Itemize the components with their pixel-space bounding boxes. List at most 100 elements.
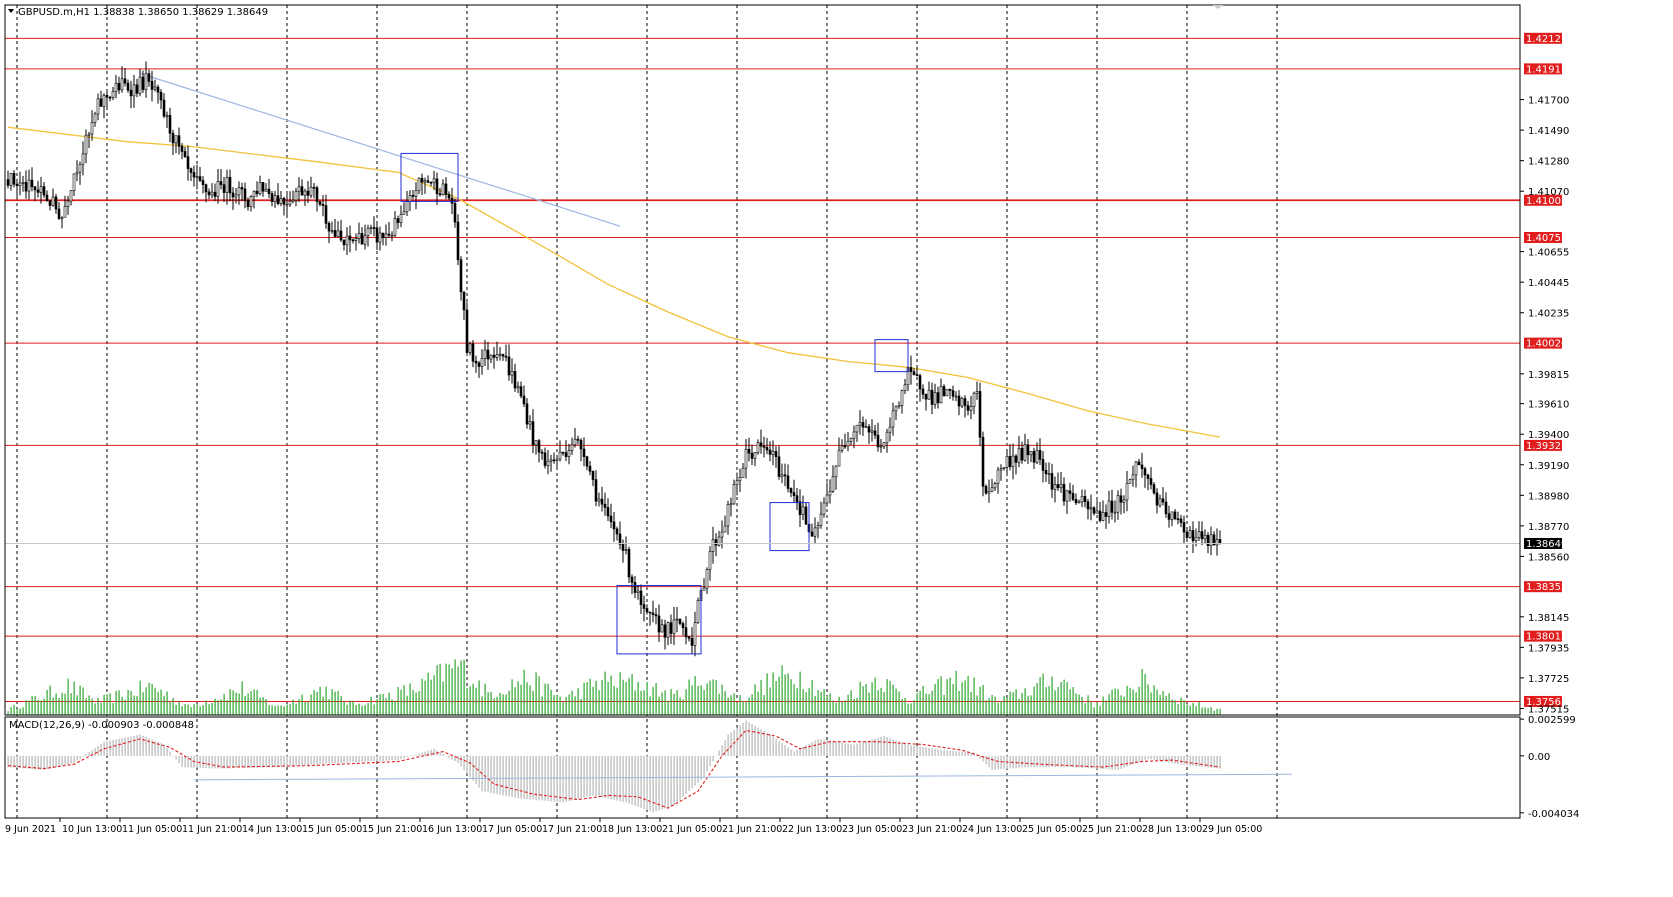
candlestick-series (6, 61, 1222, 657)
symbol-menu-triangle-icon[interactable] (8, 9, 14, 13)
candle-body (318, 201, 322, 205)
macd-histogram-bar (1003, 755, 1005, 770)
candle-body (981, 436, 985, 487)
candle-body (258, 182, 262, 195)
macd-histogram-bar (664, 755, 666, 809)
candle-body (561, 451, 565, 454)
highlight-box[interactable] (769, 502, 810, 552)
macd-histogram-bar (391, 755, 393, 761)
highlight-zones[interactable] (400, 152, 909, 655)
candle-body (9, 173, 13, 186)
macd-histogram-bar (292, 755, 294, 767)
level-price-label: 1.40752 (1526, 233, 1567, 244)
macd-histogram-bar (307, 755, 309, 766)
volume-bar (535, 672, 537, 715)
candle-body (951, 390, 955, 397)
volume-bar (247, 693, 249, 715)
volume-bar (799, 671, 801, 715)
candle-body (666, 622, 670, 638)
candle-body (420, 177, 424, 183)
macd-histogram-bar (1192, 755, 1194, 766)
candle-body (30, 179, 34, 188)
panel-frames (4, 4, 1521, 819)
volume-bar (727, 697, 729, 715)
candle-body (27, 179, 31, 192)
candle-body (399, 214, 403, 223)
price-chart[interactable] (5, 37, 1520, 715)
candle-body (630, 576, 634, 583)
highlight-box[interactable] (616, 585, 702, 655)
macd-axis[interactable]: 0.002599 0.00 -0.004034 (1520, 715, 1579, 820)
candle-body (1038, 450, 1042, 460)
macd-histogram-bar (172, 755, 174, 757)
macd-histogram-bar (910, 745, 912, 756)
candle-body (186, 156, 190, 169)
candle-body (849, 437, 853, 442)
volume-bar (1210, 707, 1212, 715)
volume-bar (31, 695, 33, 715)
volume-bar (1138, 686, 1140, 715)
candle-body (861, 422, 865, 428)
volume-bar (682, 699, 684, 715)
time-axis[interactable]: 9 Jun 2021 10 Jun 13:00 11 Jun 05:00 11 Jun… (5, 818, 1262, 835)
candle-body (492, 354, 496, 358)
price-axis[interactable]: 1.42121 1.41911 1.41008 1.40752 1.40026 1.393… (1520, 32, 1569, 716)
macd-histogram-bar (13, 755, 15, 768)
candle-body (1107, 500, 1111, 517)
highlight-box[interactable] (400, 152, 459, 202)
candle-body (1005, 456, 1009, 468)
candle-body (531, 421, 535, 446)
macd-histogram-bar (97, 745, 99, 756)
candle-body (942, 386, 946, 397)
candle-body (135, 84, 139, 94)
support-resistance-lines[interactable] (5, 37, 1520, 702)
macd-histogram-bar (280, 755, 282, 767)
volume-bar (1123, 696, 1125, 715)
candle-body (660, 624, 664, 633)
candle-body (1026, 444, 1030, 456)
candle-body (1053, 484, 1057, 490)
volume-bar (139, 680, 141, 715)
candle-body (648, 611, 652, 614)
candle-body (261, 182, 265, 192)
volume-bar (133, 695, 135, 715)
scroll-marker-icon[interactable] (1213, 5, 1223, 9)
volume-bar (280, 705, 282, 715)
trendline[interactable] (139, 72, 621, 227)
candle-body (549, 459, 553, 462)
volume-bar (562, 702, 564, 715)
macd-histogram-bar (37, 755, 39, 770)
volume-bar (202, 705, 204, 715)
macd-histogram-bar (799, 748, 801, 756)
macd-histogram-bar (550, 755, 552, 802)
macd-histogram-bar (649, 755, 651, 812)
candle-body (912, 371, 916, 375)
macd-histogram-bar (382, 755, 384, 761)
macd-histogram-bar (913, 745, 915, 756)
candle-body (81, 153, 85, 165)
volume-histogram (7, 659, 1221, 715)
candle-body (939, 386, 943, 404)
macd-indicator[interactable] (7, 720, 1293, 813)
candle-body (1143, 468, 1147, 476)
volume-bar (76, 695, 78, 715)
candle-body (312, 186, 316, 189)
macd-histogram-bar (91, 750, 93, 756)
highlight-box[interactable] (874, 339, 909, 373)
volume-bar (610, 675, 612, 715)
volume-bar (337, 690, 339, 715)
macd-histogram-bar (586, 755, 588, 797)
macd-trendline[interactable] (193, 773, 1293, 781)
volume-bar (883, 691, 885, 715)
moving-average-line[interactable] (7, 126, 1221, 438)
candle-body (585, 456, 589, 467)
macd-histogram-bar (1009, 755, 1011, 769)
candle-body (735, 480, 739, 485)
volume-bar (349, 700, 351, 715)
candle-body (87, 133, 91, 136)
candle-body (120, 78, 124, 91)
macd-histogram-bar (253, 755, 255, 768)
macd-histogram-bar (634, 755, 636, 806)
candle-body (1101, 512, 1105, 521)
